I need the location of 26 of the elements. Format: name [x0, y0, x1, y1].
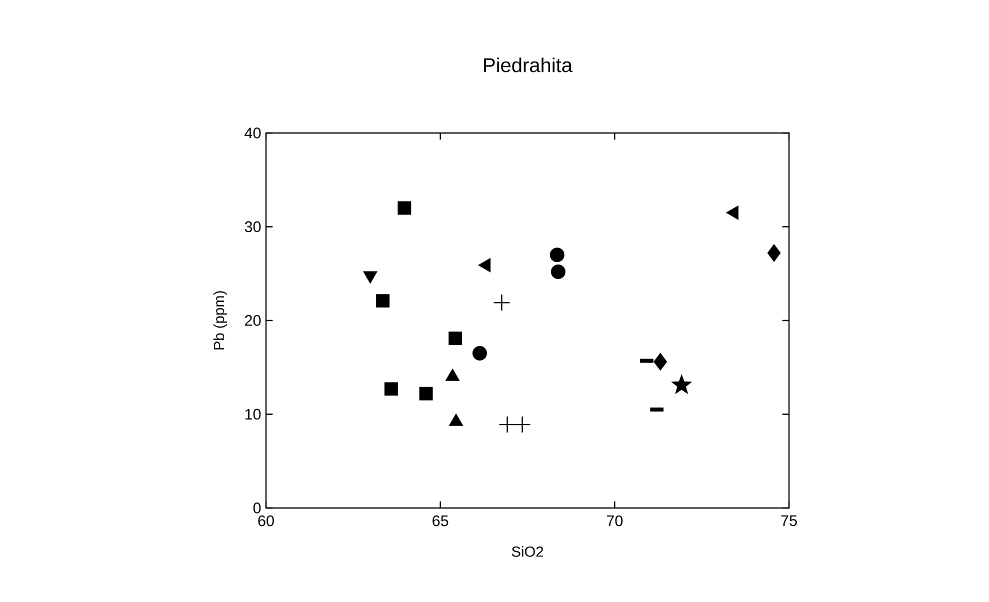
point	[376, 294, 390, 308]
chart-title: Piedrahita	[484, 58, 573, 72]
x-axis-title: SiO2	[512, 546, 544, 557]
point	[672, 375, 692, 394]
point	[493, 294, 510, 312]
point	[550, 264, 566, 280]
y-axis-title: Pb (ppm)	[213, 291, 228, 350]
point	[514, 416, 531, 434]
x-tick-label: 75	[781, 515, 797, 526]
y-tick-label: 20	[245, 315, 261, 326]
point	[767, 244, 781, 262]
point	[472, 346, 488, 361]
point	[419, 386, 433, 400]
point	[550, 248, 564, 262]
point	[398, 201, 412, 215]
point	[384, 382, 398, 396]
y-tick-label: 30	[244, 221, 261, 232]
y-tick-label: 40	[244, 128, 261, 138]
x-tick-label: 65	[432, 515, 448, 526]
point	[654, 353, 667, 370]
point	[498, 416, 516, 434]
y-tick-label: 0	[253, 502, 261, 514]
x-tick-label: 70	[606, 515, 623, 526]
point	[448, 332, 462, 346]
y-tick-label: 10	[245, 408, 261, 420]
x-tick-label: 60	[258, 515, 274, 526]
